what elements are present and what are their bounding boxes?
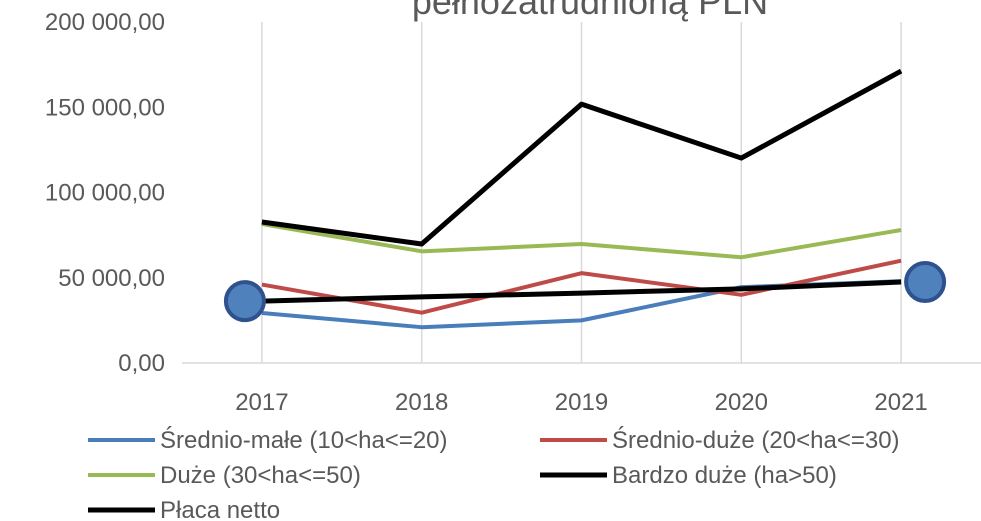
y-tick-label: 200 000,00 <box>45 9 165 36</box>
series-line <box>261 222 902 260</box>
series-line <box>261 279 902 304</box>
legend-label: Duże (30<ha<=50) <box>160 462 361 489</box>
chart-title: pełnozatrudnioną PLN <box>412 0 768 22</box>
x-tick-label: 2018 <box>395 389 448 416</box>
series-line <box>261 68 903 247</box>
endpoint-marker <box>904 261 947 304</box>
y-tick-label: 150 000,00 <box>45 94 165 121</box>
x-tick-label: 2021 <box>874 389 927 416</box>
series-line <box>261 258 902 315</box>
legend-label: Płaca netto <box>160 497 280 521</box>
x-tick-label: 2019 <box>555 389 608 416</box>
x-tick-label: 2017 <box>235 389 288 416</box>
legend-label: Bardzo duże (ha>50) <box>612 462 837 489</box>
y-tick-label: 100 000,00 <box>45 180 165 207</box>
x-tick-label: 2020 <box>715 389 768 416</box>
endpoint-marker <box>223 280 266 323</box>
y-tick-label: 50 000,00 <box>58 265 165 292</box>
legend-label: Średnio-duże (20<ha<=30) <box>612 426 900 454</box>
legend-label: Średnio-małe (10<ha<=20) <box>160 426 448 454</box>
y-tick-label: 0,00 <box>118 350 165 377</box>
